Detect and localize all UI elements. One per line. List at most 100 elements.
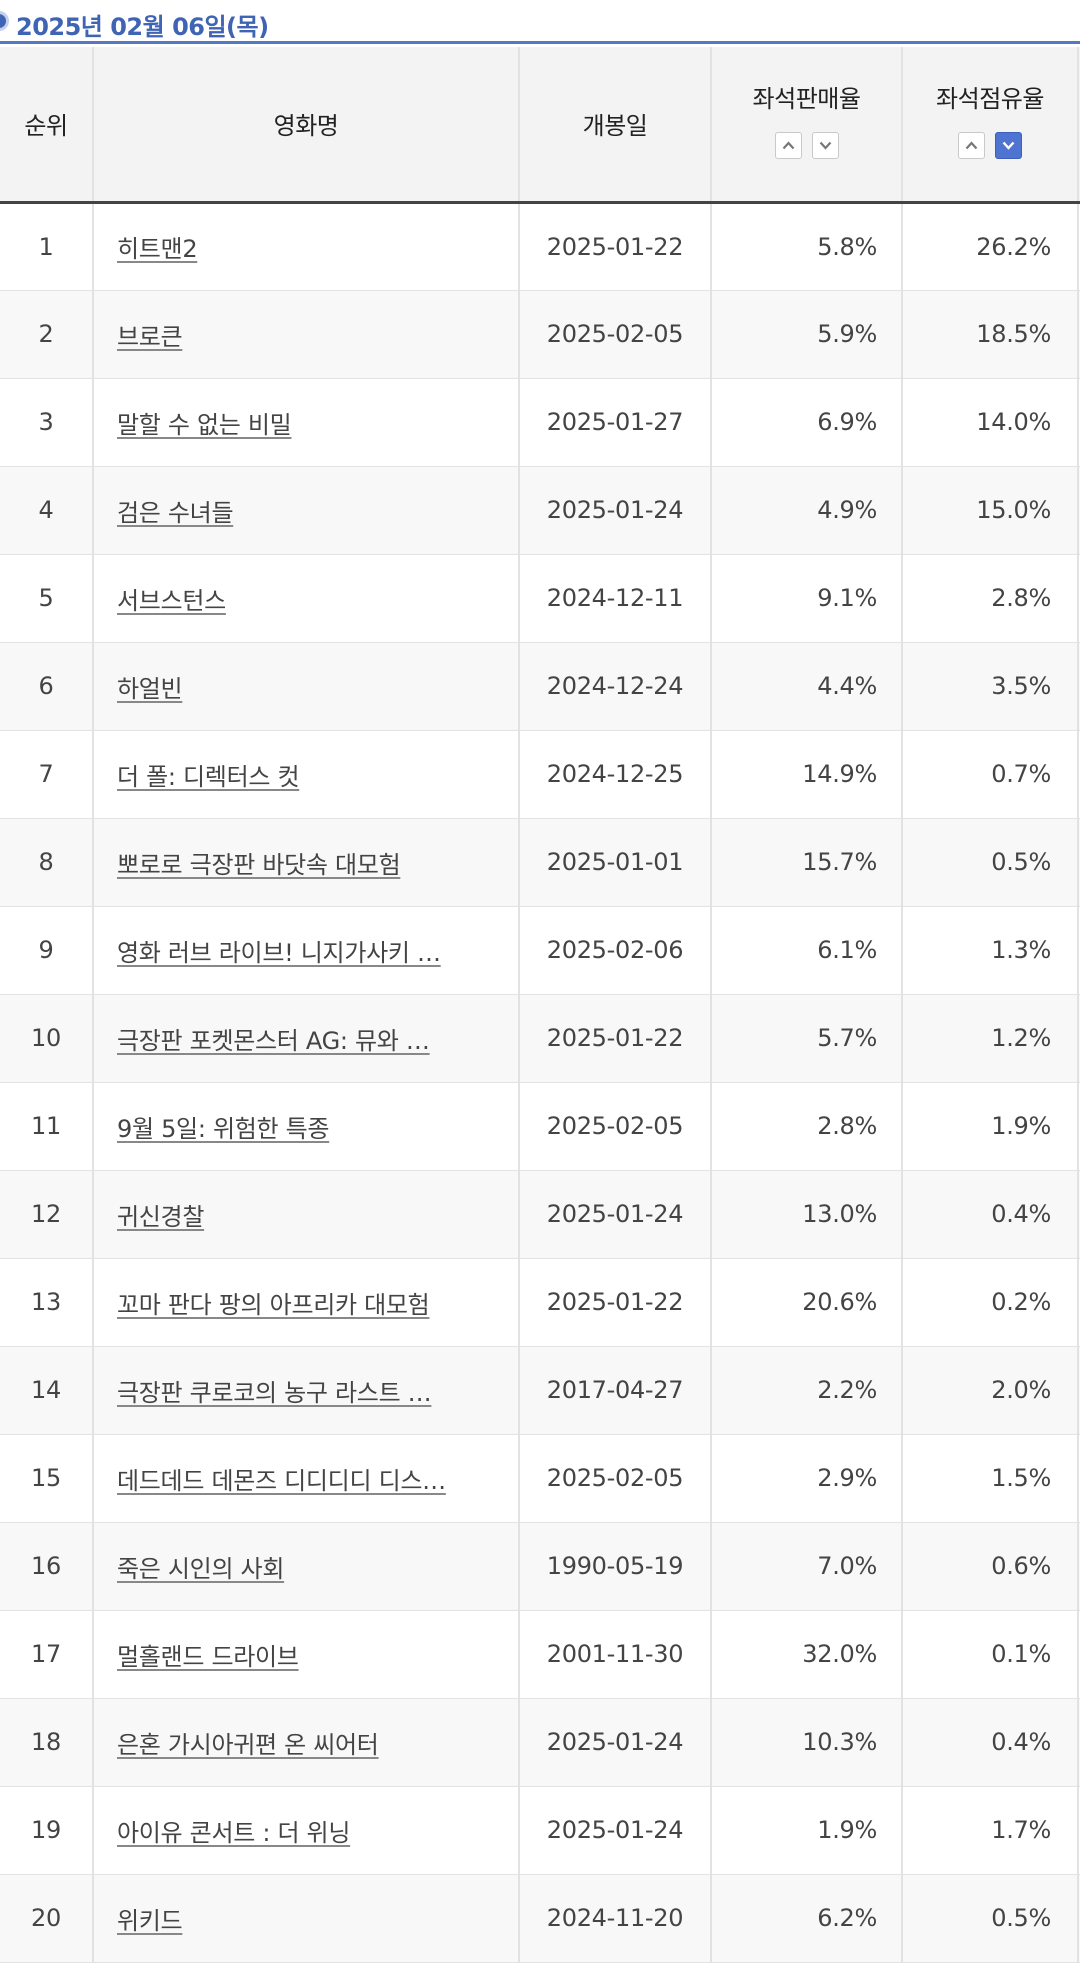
open-date-cell: 2024-11-20 [519,1874,712,1963]
rank-cell: 11 [0,1082,94,1171]
overflow-cell [1078,378,1080,467]
seat-sales-rate-cell: 6.1% [711,906,903,995]
overflow-cell [1078,466,1080,555]
overflow-cell [1078,730,1080,819]
seat-share-rate-cell: 1.3% [902,906,1079,995]
movie-title-link[interactable]: 브로큰 [117,322,183,351]
movie-title-link[interactable]: 꼬마 판다 팡의 아프리카 대모험 [117,1290,430,1319]
date-header-bar: 2025년 02월 06일(목) [0,0,1080,44]
overflow-cell [1078,1698,1080,1787]
rank-cell: 19 [0,1786,94,1875]
seat-sales-rate-cell: 2.9% [711,1434,903,1523]
seat-sales-rate-cell: 9.1% [711,554,903,643]
movie-title-link[interactable]: 극장판 쿠로코의 농구 라스트 … [117,1378,432,1407]
overflow-cell [1078,202,1080,291]
column-header-overflow [1078,47,1080,204]
seat-sales-rate-cell: 2.8% [711,1082,903,1171]
seat-sales-rate-cell: 7.0% [711,1522,903,1611]
open-date-cell: 2025-01-24 [519,1786,712,1875]
column-header-rank: 순위 [0,47,94,204]
seat-share-rate-cell: 3.5% [902,642,1079,731]
chevron-down-icon [819,141,831,150]
seat-share-rate-cell: 1.2% [902,994,1079,1083]
column-header-seat-sales-rate-label: 좌석판매율 [752,84,861,113]
overflow-cell [1078,1346,1080,1435]
seat-sales-rate-cell: 32.0% [711,1610,903,1699]
seat-share-rate-cell: 1.9% [902,1082,1079,1171]
overflow-cell [1078,906,1080,995]
open-date-cell: 2025-01-24 [519,1170,712,1259]
table-row: 15 데드데드 데몬즈 디디디디 디스… 2025-02-05 2.9% 1.5… [0,1434,1080,1523]
title-cell: 9월 5일: 위험한 특종 [93,1082,520,1171]
seat-share-rate-cell: 0.4% [902,1170,1079,1259]
title-cell: 히트맨2 [93,202,520,291]
seat-share-rate-cell: 0.4% [902,1698,1079,1787]
table-header-row: 순위 영화명 개봉일 좌석판매율 좌석점유율 [0,47,1080,204]
box-office-table: 순위 영화명 개봉일 좌석판매율 좌석점유율 [0,47,1080,1963]
open-date-cell: 2025-02-05 [519,290,712,379]
seat-sales-rate-cell: 5.7% [711,994,903,1083]
sort-ascending-button[interactable] [958,131,985,159]
table-row: 9 영화 러브 라이브! 니지가사키 … 2025-02-06 6.1% 1.3… [0,906,1080,995]
seat-share-rate-cell: 0.5% [902,1874,1079,1963]
overflow-cell [1078,1786,1080,1875]
rank-cell: 5 [0,554,94,643]
overflow-cell [1078,1170,1080,1259]
movie-title-link[interactable]: 하얼빈 [117,674,183,703]
movie-title-link[interactable]: 죽은 시인의 사회 [117,1554,285,1583]
title-cell: 아이유 콘서트 : 더 위닝 [93,1786,520,1875]
movie-title-link[interactable]: 히트맨2 [117,235,198,263]
title-cell: 극장판 포켓몬스터 AG: 뮤와 … [93,994,520,1083]
rank-cell: 12 [0,1170,94,1259]
table-row: 3 말할 수 없는 비밀 2025-01-27 6.9% 14.0% [0,378,1080,467]
seat-sales-rate-cell: 15.7% [711,818,903,907]
seat-sales-rate-cell: 14.9% [711,730,903,819]
seat-share-rate-cell: 18.5% [902,290,1079,379]
movie-title-link[interactable]: 말할 수 없는 비밀 [117,410,292,439]
open-date-cell: 2025-01-22 [519,1258,712,1347]
rank-cell: 7 [0,730,94,819]
open-date-cell: 2025-01-22 [519,202,712,291]
title-cell: 영화 러브 라이브! 니지가사키 … [93,906,520,995]
movie-title-link[interactable]: 멀홀랜드 드라이브 [117,1642,299,1671]
movie-title-link[interactable]: 9월 5일: 위험한 특종 [117,1114,330,1143]
title-cell: 극장판 쿠로코의 농구 라스트 … [93,1346,520,1435]
title-cell: 검은 수녀들 [93,466,520,555]
movie-title-link[interactable]: 더 폴: 디렉터스 컷 [117,762,300,791]
movie-title-link[interactable]: 은혼 가시아귀편 온 씨어터 [117,1730,379,1759]
table-row: 5 서브스턴스 2024-12-11 9.1% 2.8% [0,554,1080,643]
movie-title-link[interactable]: 뽀로로 극장판 바닷속 대모험 [117,850,401,879]
movie-title-link[interactable]: 위키드 [117,1906,183,1935]
title-cell: 말할 수 없는 비밀 [93,378,520,467]
table-row: 6 하얼빈 2024-12-24 4.4% 3.5% [0,642,1080,731]
movie-title-link[interactable]: 귀신경찰 [117,1202,205,1231]
sort-descending-button[interactable] [811,131,839,159]
open-date-cell: 2025-02-05 [519,1082,712,1171]
open-date-cell: 2025-01-24 [519,1698,712,1787]
seat-share-rate-cell: 14.0% [902,378,1079,467]
movie-title-link[interactable]: 영화 러브 라이브! 니지가사키 … [117,938,441,967]
title-cell: 귀신경찰 [93,1170,520,1259]
table-row: 17 멀홀랜드 드라이브 2001-11-30 32.0% 0.1% [0,1610,1080,1699]
date-header: 2025년 02월 06일(목) [16,13,269,41]
movie-title-link[interactable]: 아이유 콘서트 : 더 위닝 [117,1818,351,1847]
seat-sales-rate-cell: 10.3% [711,1698,903,1787]
title-cell: 데드데드 데몬즈 디디디디 디스… [93,1434,520,1523]
column-header-seat-sales-rate: 좌석판매율 [711,47,903,204]
movie-title-link[interactable]: 데드데드 데몬즈 디디디디 디스… [117,1466,446,1495]
overflow-cell [1078,290,1080,379]
open-date-cell: 2025-01-27 [519,378,712,467]
table-row: 10 극장판 포켓몬스터 AG: 뮤와 … 2025-01-22 5.7% 1.… [0,994,1080,1083]
rank-cell: 9 [0,906,94,995]
movie-title-link[interactable]: 서브스턴스 [117,586,226,615]
movie-title-link[interactable]: 검은 수녀들 [117,498,234,527]
rank-cell: 13 [0,1258,94,1347]
seat-share-rate-cell: 2.0% [902,1346,1079,1435]
sort-ascending-button[interactable] [774,131,802,159]
seat-share-rate-cell: 0.7% [902,730,1079,819]
seat-share-rate-cell: 1.7% [902,1786,1079,1875]
movie-title-link[interactable]: 극장판 포켓몬스터 AG: 뮤와 … [117,1026,430,1055]
sort-descending-button-active[interactable] [995,131,1022,159]
column-header-seat-share-rate-label: 좌석점유율 [936,84,1044,113]
rank-cell: 3 [0,378,94,467]
